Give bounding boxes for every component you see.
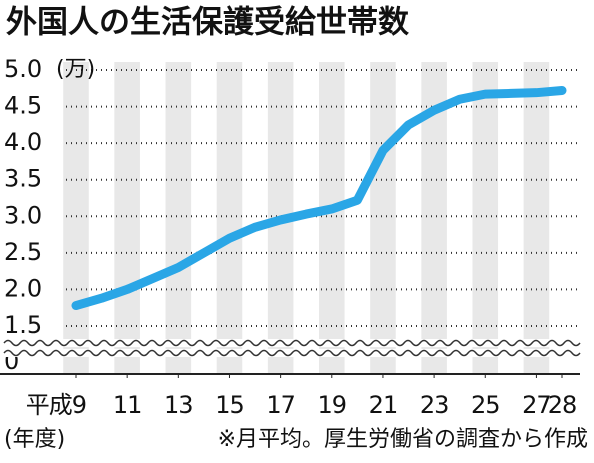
stripe xyxy=(63,62,89,374)
break-bg xyxy=(0,339,594,347)
y-tick-label: 5.0 xyxy=(4,55,42,83)
x-tick-label: 27 xyxy=(522,391,551,419)
stripe xyxy=(370,62,396,374)
y-tick-label: 4.5 xyxy=(4,92,42,120)
x-tick-label: 15 xyxy=(215,391,244,419)
break-bg xyxy=(0,349,594,357)
axis-break xyxy=(3,339,581,347)
x-tick-label: 25 xyxy=(471,391,500,419)
x-tick-label: 21 xyxy=(369,391,398,419)
axis-break xyxy=(3,349,581,357)
y-tick-label: 2.0 xyxy=(4,274,42,302)
y-unit: (万) xyxy=(56,57,95,82)
x-tick-label: 28 xyxy=(548,391,577,419)
stripe xyxy=(114,62,140,374)
y-tick-label: 2.5 xyxy=(4,238,42,266)
x-tick-label: 17 xyxy=(266,391,295,419)
x-tick-label: 平成9 xyxy=(26,391,86,419)
stripe xyxy=(165,62,192,374)
x-axis-label: (年度) xyxy=(4,427,65,452)
x-tick-label: 19 xyxy=(318,391,347,419)
y-tick-label: 1.5 xyxy=(4,311,42,339)
line xyxy=(71,85,567,311)
x-tick-label: 13 xyxy=(164,391,193,419)
stripe xyxy=(319,62,345,374)
y-tick-label: 3.5 xyxy=(4,165,42,193)
stripe xyxy=(216,62,243,374)
note: ※月平均。厚生労働省の調査から作成 xyxy=(218,427,588,452)
stripe xyxy=(472,62,499,374)
y-tick-label: 3.0 xyxy=(4,201,42,229)
chart-title: 外国人の生活保護受給世帯数 xyxy=(6,5,409,41)
y-tick-label: 4.0 xyxy=(4,128,42,156)
x-tick-label: 11 xyxy=(113,391,142,419)
stripe xyxy=(523,62,550,374)
x-tick-label: 23 xyxy=(420,391,449,419)
